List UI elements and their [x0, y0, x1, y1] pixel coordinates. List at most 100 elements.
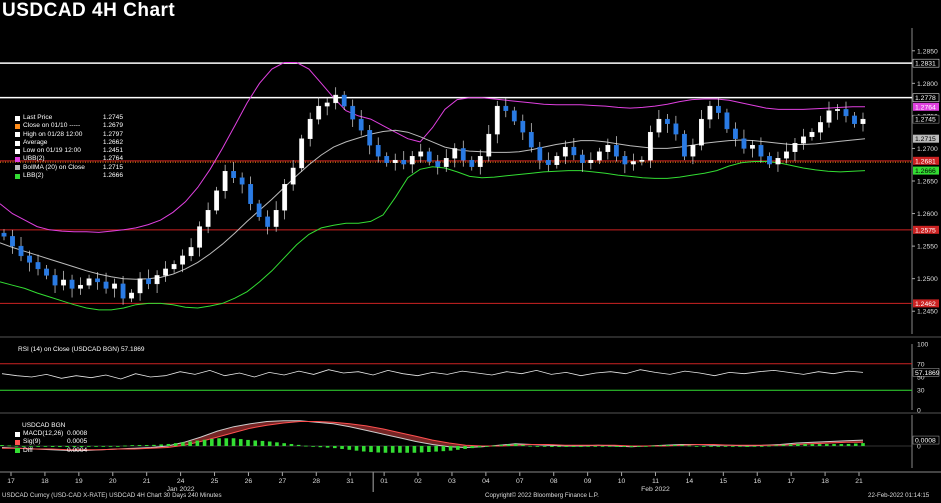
- macd-histogram-bar: [702, 446, 706, 447]
- price-legend: Last Price 1.2745 Close on 01/10 ----- 1.26…: [15, 114, 123, 180]
- candle-body: [27, 255, 32, 263]
- rsi-label: RSI (14) on Close (USDCAD BGN) 57.1869: [18, 346, 145, 353]
- footer-center: Copyright© 2022 Bloomberg Finance L.P.: [485, 492, 599, 499]
- macd-histogram-bar: [29, 446, 33, 447]
- candle-body: [503, 105, 509, 111]
- y-tick-label: 1.2800: [917, 81, 938, 88]
- legend-swatch: [15, 140, 20, 146]
- macd-histogram-bar: [333, 446, 337, 449]
- macd-histogram-bar: [253, 440, 258, 446]
- candle-body: [647, 131, 653, 161]
- candle-body: [171, 264, 177, 270]
- macd-histogram-bar: [231, 438, 236, 446]
- macd-histogram-bar: [774, 445, 778, 447]
- x-tick-label: 27: [279, 478, 287, 485]
- x-tick-label: 17: [7, 478, 15, 485]
- macd-histogram-bar: [65, 446, 69, 447]
- candle-body: [435, 161, 441, 167]
- level-label: 1.2831: [915, 61, 936, 68]
- macd-histogram-bar: [839, 444, 844, 446]
- macd-histogram-bar: [513, 444, 518, 446]
- macd-histogram-bar: [412, 446, 417, 453]
- candle-body: [358, 118, 364, 131]
- rsi-tick-label: 70: [917, 361, 925, 368]
- macd-histogram-bar: [123, 445, 127, 447]
- macd-histogram-bar: [550, 446, 554, 447]
- x-tick-label: 14: [686, 478, 694, 485]
- macd-histogram-bar: [506, 444, 511, 446]
- macd-histogram-bar: [644, 446, 648, 447]
- macd-histogram-bar: [267, 441, 272, 446]
- candle-body: [494, 105, 500, 135]
- level-label-box: [913, 156, 939, 165]
- macd-histogram-bar: [579, 446, 583, 447]
- candle-body: [443, 158, 449, 167]
- macd-histogram-bar: [781, 444, 786, 446]
- macd-histogram-bar: [622, 446, 627, 447]
- candle-body: [350, 105, 356, 120]
- macd-histogram-bar: [651, 445, 655, 447]
- legend-label: Last Price: [23, 114, 53, 121]
- macd-histogram-bar: [810, 444, 815, 446]
- macd-histogram-bar: [607, 446, 612, 447]
- candle-body: [86, 278, 92, 286]
- price-panel: 1.28501.28001.27501.27001.26501.26001.25…: [0, 28, 940, 334]
- macd-histogram-bar: [36, 446, 40, 447]
- candle-body: [129, 292, 134, 299]
- candle-body: [733, 128, 738, 139]
- candle-body: [469, 159, 475, 167]
- legend-swatch: [15, 157, 20, 163]
- macd-histogram-bar: [405, 446, 409, 453]
- macd-histogram-bar: [115, 446, 120, 447]
- legend-label: BollMA (20) on Close: [23, 163, 85, 171]
- candle-body: [596, 151, 602, 161]
- candle-body: [452, 148, 458, 159]
- x-tick-label: 26: [245, 478, 253, 485]
- candle-body: [409, 156, 415, 165]
- macd-histogram-bar: [14, 445, 19, 447]
- macd-histogram-bar: [665, 445, 670, 446]
- macd-histogram-bar: [376, 446, 381, 453]
- macd-histogram-bar: [94, 446, 98, 447]
- price-label-box: [913, 134, 939, 143]
- x-tick-label: 19: [75, 478, 83, 485]
- candle-body: [630, 161, 636, 165]
- candle-body: [809, 131, 815, 137]
- rsi-tick-label: 50: [917, 375, 925, 382]
- candle-body: [707, 105, 713, 120]
- price-label-box: [913, 166, 939, 175]
- macd-histogram-bar: [217, 438, 221, 446]
- y-tick-label: 1.2850: [917, 48, 938, 55]
- legend-row: UBB(2) 1.2764: [15, 155, 123, 163]
- candle-body: [18, 245, 24, 257]
- macd-histogram-bar: [723, 446, 728, 447]
- legend-label: High on 01/28 12:00: [23, 130, 83, 138]
- candle-body: [112, 283, 117, 289]
- candle-body: [375, 144, 381, 157]
- candle-body: [69, 279, 75, 289]
- candle-body: [639, 159, 645, 162]
- rsi-value-box: [912, 368, 940, 377]
- macd-histogram-bar: [361, 446, 366, 452]
- x-tick-label: 18: [41, 478, 49, 485]
- macd-histogram-bar: [484, 446, 489, 447]
- x-tick-label: 08: [550, 478, 558, 485]
- candle-body: [248, 184, 254, 204]
- x-tick-label: 16: [753, 478, 761, 485]
- macd-tick-label: 0: [917, 444, 921, 451]
- candle-body: [44, 268, 49, 276]
- macd-histogram-bar: [673, 445, 677, 446]
- macd-histogram-bar: [21, 446, 26, 447]
- macd-histogram-bar: [282, 443, 286, 446]
- candle-body: [843, 109, 849, 117]
- candle-body: [699, 118, 704, 146]
- rsi-panel: 100 70 50 30 0 57.1869: [0, 342, 940, 415]
- candle-body: [835, 109, 840, 111]
- macd-histogram-bar: [101, 446, 106, 447]
- candle-body: [324, 102, 330, 107]
- macd-histogram-bar: [137, 445, 142, 446]
- y-tick-label: 1.2450: [917, 309, 938, 316]
- macd-histogram-bar: [275, 442, 279, 446]
- level-label-box: [913, 225, 939, 234]
- macd-histogram-bar: [238, 439, 243, 446]
